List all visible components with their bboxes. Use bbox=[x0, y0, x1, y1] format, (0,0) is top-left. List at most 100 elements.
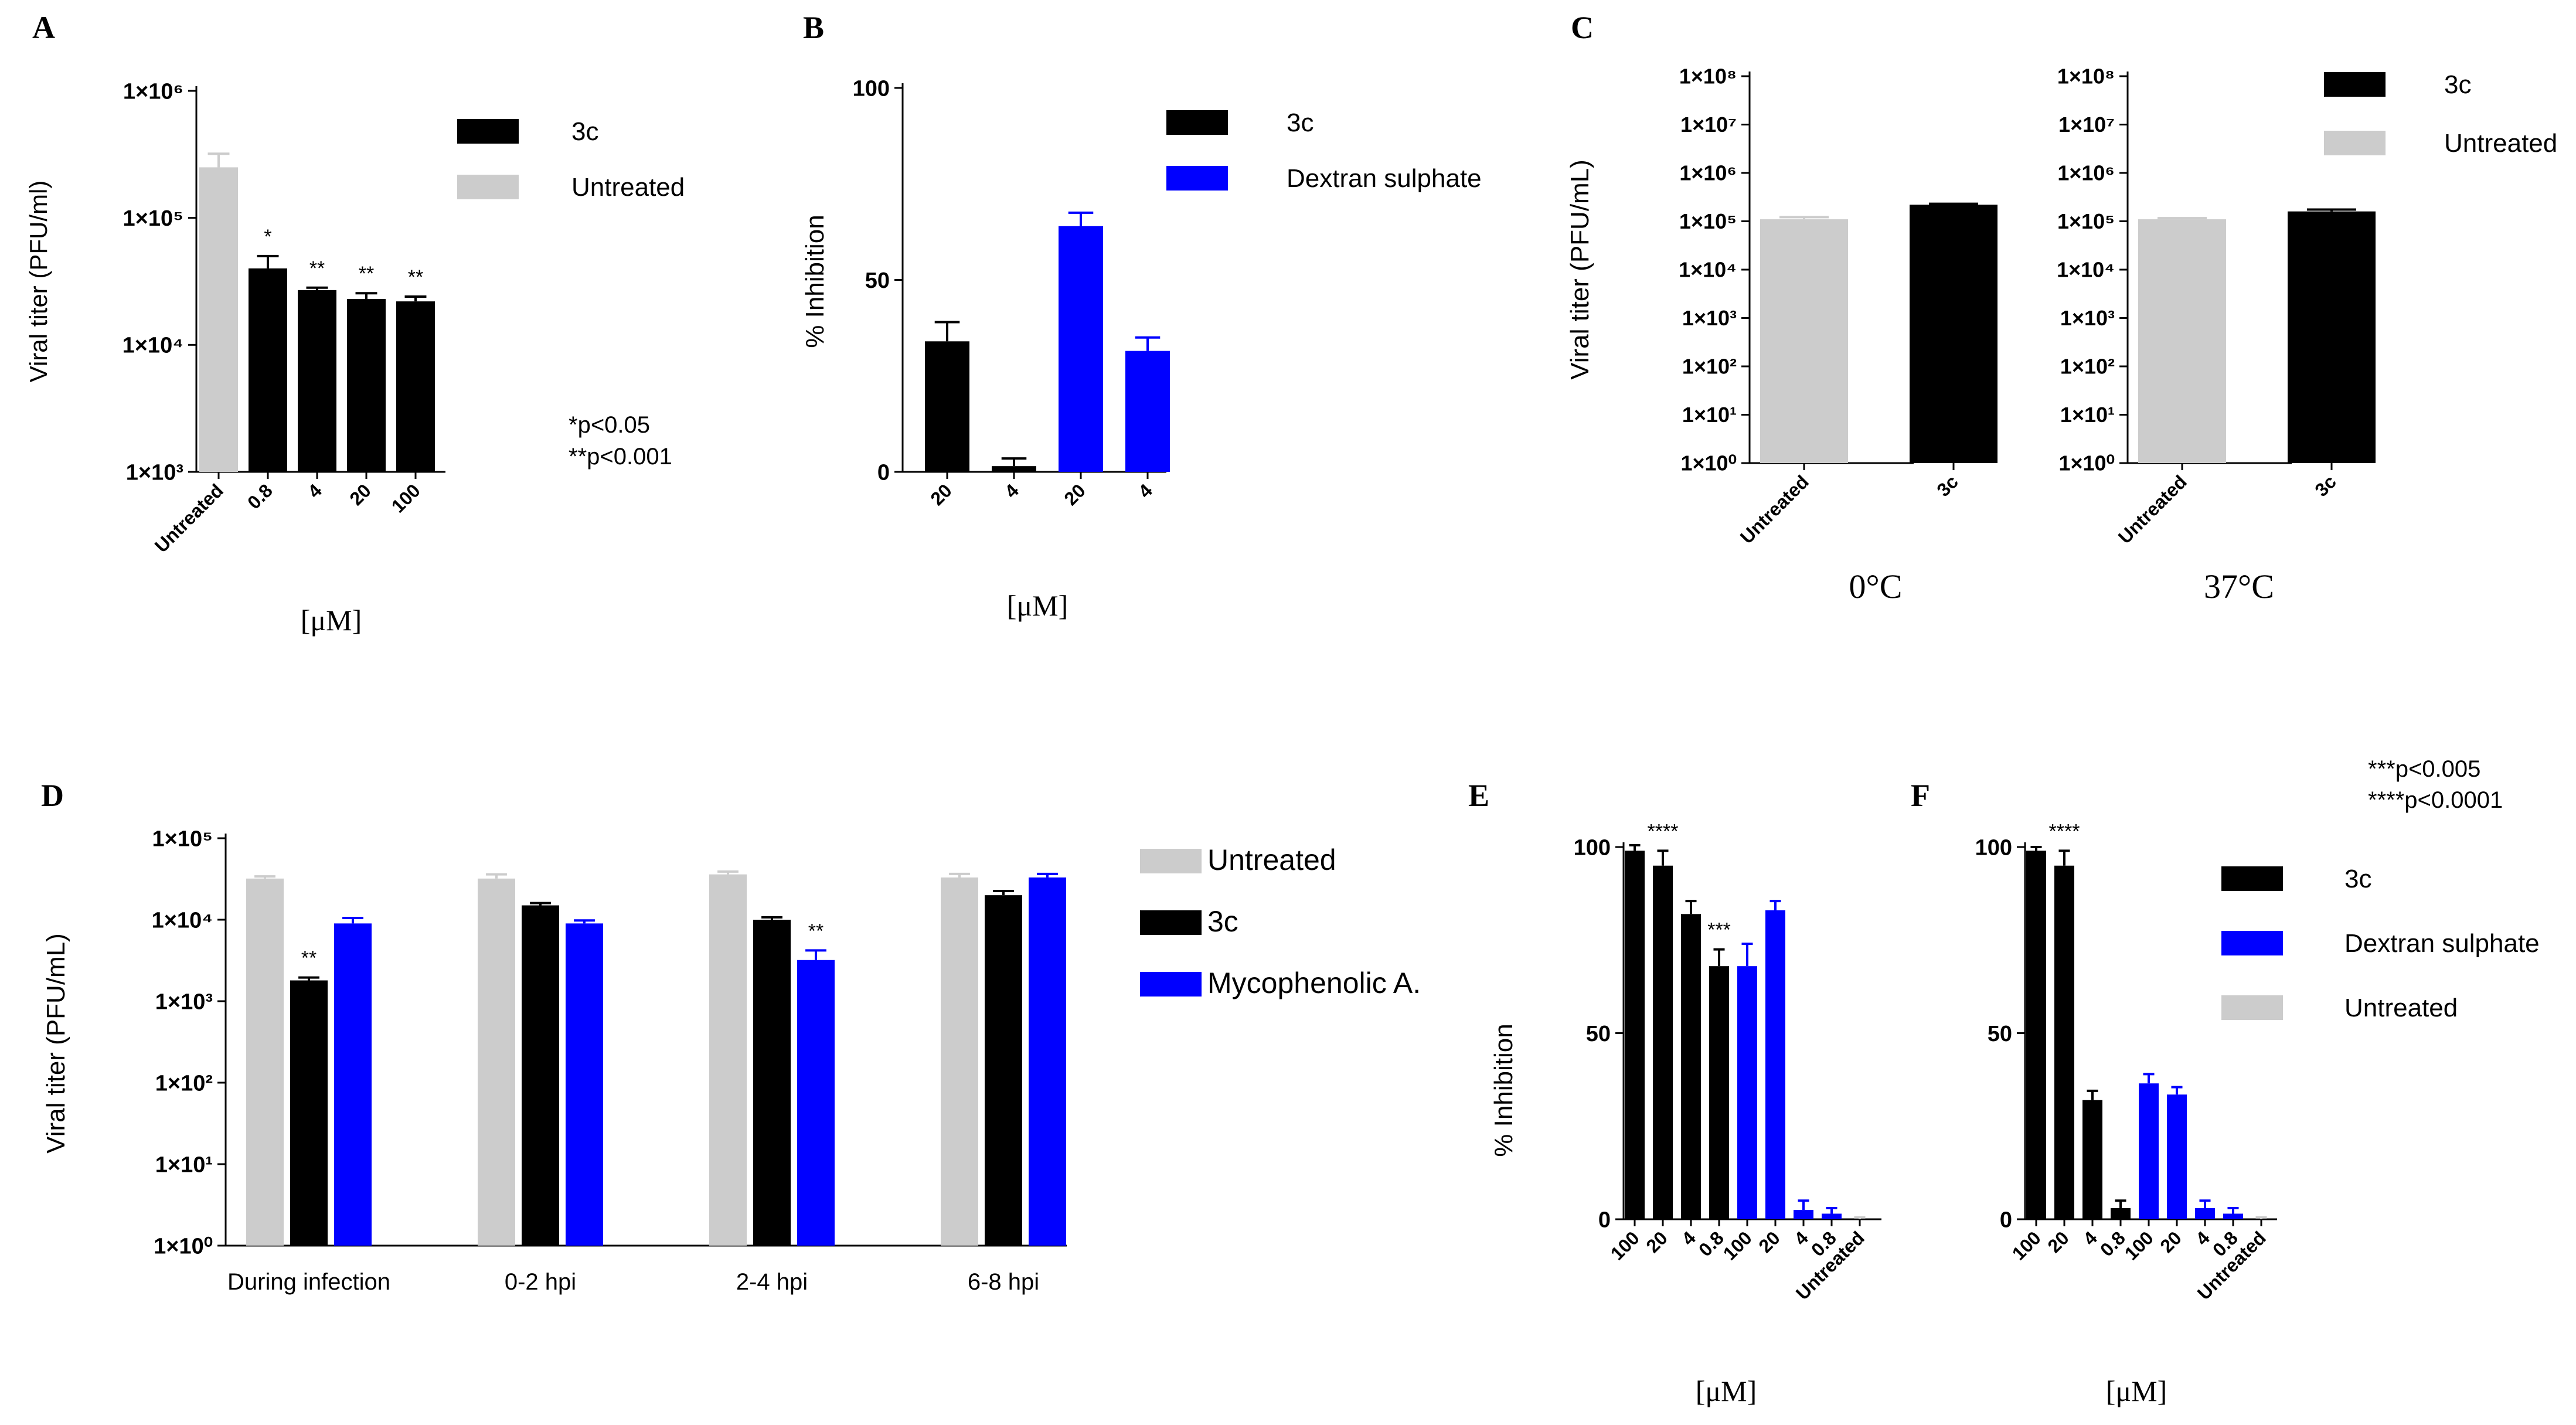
panel-c-warm-x-tick-label: Untreated bbox=[2114, 471, 2191, 547]
panel-b-legend-label: 3c bbox=[1287, 108, 1313, 137]
panel-b-bar bbox=[1125, 351, 1170, 472]
panel-f-legend-swatch bbox=[2221, 866, 2283, 891]
panel-f-legend-label: Dextran sulphate bbox=[2344, 929, 2540, 958]
panel-e-bar bbox=[1653, 865, 1673, 1219]
panel-f-bar bbox=[2026, 851, 2046, 1219]
panel-d-significance: ** bbox=[301, 947, 317, 970]
panel-e-bar bbox=[1737, 966, 1757, 1219]
panel-b-x-tick-label: 4 bbox=[1134, 479, 1156, 502]
panel-c-warm-y-tick-label: 1×10⁵ bbox=[2057, 209, 2115, 233]
panel-c-warm-y-tick-label: 1×10⁶ bbox=[2057, 161, 2115, 185]
panel-a-bar bbox=[396, 301, 435, 472]
panel-d-y-tick-label: 1×10³ bbox=[155, 989, 213, 1014]
panel-d-bar bbox=[566, 923, 603, 1246]
panel-d-significance: ** bbox=[808, 920, 823, 942]
panel-d-x-tick-label: 2-4 hpi bbox=[736, 1269, 808, 1295]
panel-b-x-tick-label: 20 bbox=[1060, 479, 1090, 509]
panel-d-x-tick-label: 0-2 hpi bbox=[505, 1269, 576, 1295]
panel-f-significance: **** bbox=[2049, 820, 2080, 842]
panel-a-legend-label: Untreated bbox=[571, 173, 685, 202]
panel-a-x-axis-label: [μM] bbox=[301, 604, 362, 637]
panel-d-bar bbox=[753, 920, 791, 1246]
panel-c-cold-condition: 0°C bbox=[1849, 567, 1903, 606]
panel-b-legend-swatch bbox=[1166, 166, 1228, 191]
panel-f-x-tick-label: 20 bbox=[2043, 1227, 2073, 1257]
panel-f-x-tick-label: 20 bbox=[2156, 1227, 2186, 1257]
panel-f-y-tick-label: 50 bbox=[1988, 1022, 2012, 1046]
panel-a-significance: ** bbox=[309, 257, 325, 280]
panel-f-y-tick-label: 0 bbox=[2000, 1208, 2012, 1232]
footnote-a-line-2: **p<0.001 bbox=[569, 444, 672, 470]
panel-a-legend-label: 3c bbox=[571, 117, 598, 146]
panel-d-bar bbox=[334, 923, 372, 1246]
panel-c-cold-y-tick-label: 1×10⁴ bbox=[1679, 258, 1737, 282]
panel-letter-a: A bbox=[32, 10, 55, 45]
panel-letter-b: B bbox=[803, 10, 824, 45]
panel-d-bar bbox=[1029, 877, 1066, 1246]
panel-e-significance: *** bbox=[1707, 919, 1731, 941]
panel-b-bar bbox=[1059, 226, 1103, 472]
panel-e-bar bbox=[1681, 914, 1701, 1219]
panel-d-legend-swatch bbox=[1140, 910, 1202, 935]
panel-c-cold-y-tick-label: 1×10⁶ bbox=[1679, 161, 1737, 185]
panel-d-y-tick-label: 1×10⁰ bbox=[154, 1234, 213, 1259]
panel-d-y-axis-label: Viral titer (PFU/mL) bbox=[42, 933, 70, 1154]
panel-b-bar bbox=[992, 466, 1036, 472]
panel-b-legend-label: Dextran sulphate bbox=[1287, 164, 1482, 193]
panel-e-y-axis-label: % Inhibition bbox=[1489, 1023, 1518, 1157]
panel-d-x-tick-label: During infection bbox=[227, 1269, 390, 1295]
panel-b-y-tick-label: 0 bbox=[877, 460, 890, 485]
panel-a-y-tick-label: 1×10⁶ bbox=[123, 79, 183, 104]
panel-c-warm-bar bbox=[2138, 219, 2226, 463]
panel-c-warm-y-tick-label: 1×10¹ bbox=[2060, 403, 2115, 427]
panel-a-bar bbox=[199, 167, 238, 472]
panel-d-y-tick-label: 1×10¹ bbox=[155, 1152, 213, 1177]
panel-e-bar bbox=[1765, 910, 1785, 1219]
panel-e-bar bbox=[1822, 1213, 1842, 1219]
footnote-a-line-1: *p<0.05 bbox=[569, 412, 650, 438]
panel-f-legend-swatch bbox=[2221, 995, 2283, 1020]
panel-c-cold-y-tick-label: 1×10⁰ bbox=[1680, 451, 1737, 475]
panel-b-x-axis-label: [μM] bbox=[1007, 589, 1068, 622]
panel-b-y-tick-label: 100 bbox=[853, 76, 890, 101]
panel-c-warm-y-tick-label: 1×10² bbox=[2060, 355, 2115, 379]
panel-d-legend-label: 3c bbox=[1207, 905, 1238, 938]
panel-f-legend-label: 3c bbox=[2344, 865, 2371, 893]
panel-e-bar bbox=[1794, 1210, 1813, 1219]
panel-c-y-axis-label: Viral titer (PFU/mL) bbox=[1566, 159, 1594, 380]
panel-f-bar bbox=[2195, 1208, 2215, 1219]
panel-f-y-tick-label: 100 bbox=[1975, 835, 2012, 860]
panel-e-y-tick-label: 0 bbox=[1598, 1208, 1611, 1232]
panel-a-legend-swatch bbox=[457, 119, 519, 144]
panel-c-legend-label: Untreated bbox=[2444, 129, 2557, 158]
panel-f-legend-label: Untreated bbox=[2344, 994, 2458, 1022]
panel-f-legend-swatch bbox=[2221, 931, 2283, 955]
panel-c-cold-x-tick-label: Untreated bbox=[1736, 471, 1813, 547]
plots: 1×10³ 1×10⁴ 1×10⁵ 1×10⁶ Untreated * 0.8 ** 4 ** 20… bbox=[25, 64, 2557, 1407]
panel-c-cold-y-tick-label: 1×10¹ bbox=[1682, 403, 1737, 427]
panel-b-x-tick-label: 20 bbox=[926, 479, 956, 509]
panel-d-y-tick-label: 1×10² bbox=[155, 1071, 213, 1096]
panel-e-y-tick-label: 50 bbox=[1586, 1022, 1611, 1046]
panel-c-cold-y-tick-label: 1×10⁸ bbox=[1679, 64, 1737, 89]
panel-c-cold-x-tick-label: 3c bbox=[1932, 471, 1962, 501]
panel-d-bar bbox=[478, 878, 515, 1246]
panel-e-significance: **** bbox=[1648, 820, 1679, 842]
panel-a-significance: ** bbox=[408, 266, 423, 288]
panel-d-bar bbox=[985, 895, 1022, 1246]
panel-a-bar bbox=[298, 290, 336, 472]
panel-a-bar bbox=[347, 298, 386, 472]
panel-f-bar bbox=[2111, 1208, 2131, 1219]
panel-c-cold-bar bbox=[1910, 205, 1997, 463]
panel-d-legend-swatch bbox=[1140, 849, 1202, 873]
footnote-a: *p<0.05 **p<0.001 bbox=[569, 412, 672, 470]
panel-letter-e: E bbox=[1468, 778, 1489, 813]
panel-f-bar bbox=[2139, 1083, 2159, 1219]
panel-e-x-tick-label: 100 bbox=[1607, 1227, 1643, 1264]
panel-f-x-tick-label: 0.8 bbox=[2096, 1227, 2129, 1260]
panel-f-bar bbox=[2082, 1100, 2102, 1219]
panel-a-bar bbox=[249, 268, 287, 472]
panel-a-x-tick-label: 0.8 bbox=[243, 479, 277, 513]
panel-f-bar bbox=[2054, 865, 2074, 1219]
